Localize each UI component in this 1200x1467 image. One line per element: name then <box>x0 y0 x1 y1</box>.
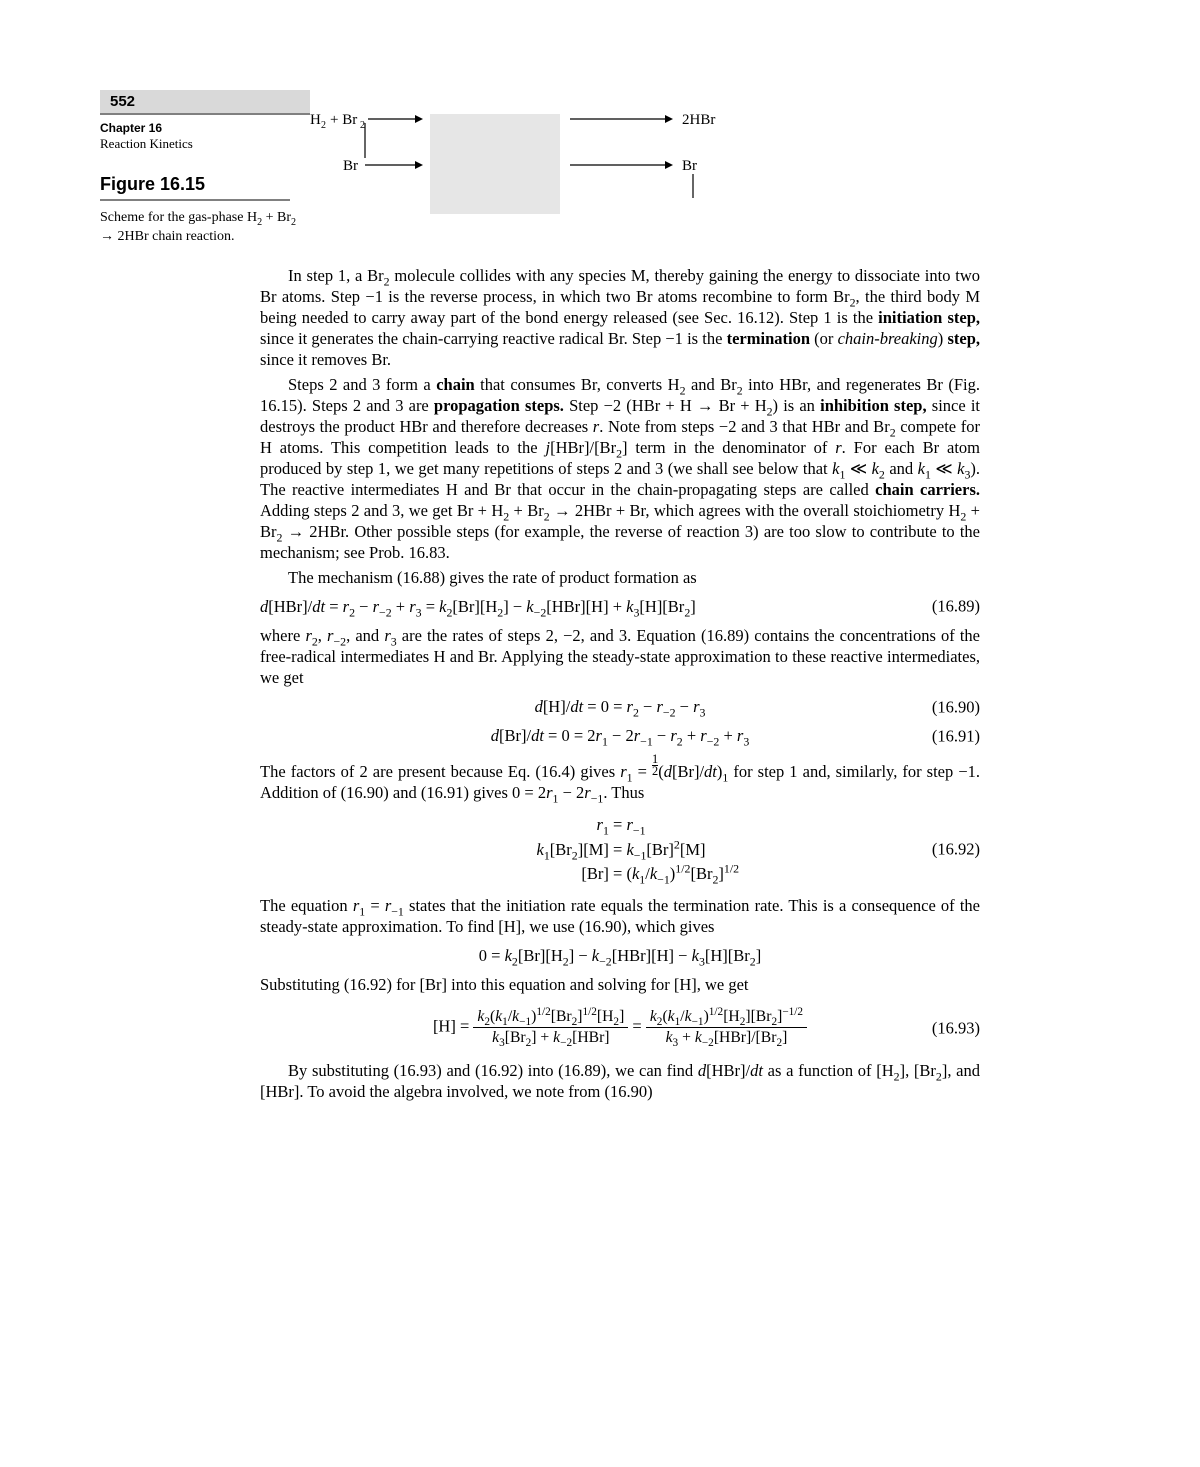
reaction-scheme-diagram: H 2 + Br 2 2HBr Br Br <box>310 108 770 228</box>
page-number: 552 <box>100 90 310 115</box>
chapter-subtitle: Reaction Kinetics <box>100 136 310 152</box>
sidebar: 552 Chapter 16 Reaction Kinetics Figure … <box>100 90 310 247</box>
equation-16-92: r1 = r−1 k1[Br2][M] = k−1[Br]2[M] [Br] =… <box>260 811 980 886</box>
paragraph-4: where r2, r−2, and r3 are the rates of s… <box>260 625 980 688</box>
equation-16-93: [H] = k2(k1/k−1)1/2[Br2]1/2[H2] k3[Br2] … <box>260 1007 980 1048</box>
equation-16-91: d[Br]/dt = 0 = 2r1 − 2r−1 − r2 + r−2 + r… <box>260 725 980 746</box>
svg-text:Br: Br <box>343 158 358 174</box>
svg-text:Br: Br <box>682 158 697 174</box>
page: 552 Chapter 16 Reaction Kinetics Figure … <box>0 0 1200 1467</box>
figure-rule <box>100 199 290 201</box>
body-text: In step 1, a Br2 molecule collides with … <box>260 265 980 1106</box>
figure-title: Figure 16.15 <box>100 174 310 199</box>
svg-text:2HBr: 2HBr <box>682 112 715 128</box>
paragraph-1: In step 1, a Br2 molecule collides with … <box>260 265 980 371</box>
figure-caption: Scheme for the gas-phase H2 + Br2 → 2HBr… <box>100 209 300 247</box>
paragraph-6: The equation r1 = r−1 states that the in… <box>260 895 980 937</box>
paragraph-8: By substituting (16.93) and (16.92) into… <box>260 1060 980 1102</box>
paragraph-3: The mechanism (16.88) gives the rate of … <box>260 567 980 588</box>
equation-16-90: d[H]/dt = 0 = r2 − r−2 − r3 (16.90) <box>260 696 980 717</box>
svg-text:2: 2 <box>321 120 326 131</box>
equation-16-89: d[HBr]/dt = r2 − r−2 + r3 = k2[Br][H2] −… <box>260 596 980 617</box>
chapter-label: Chapter 16 <box>100 121 310 135</box>
svg-text:H: H <box>310 112 321 128</box>
paragraph-5: The factors of 2 are present because Eq.… <box>260 754 980 803</box>
paragraph-7: Substituting (16.92) for [Br] into this … <box>260 974 980 995</box>
equation-zero: 0 = k2[Br][H2] − k−2[HBr][H] − k3[H][Br2… <box>260 945 980 966</box>
svg-text:2: 2 <box>360 120 365 131</box>
svg-text:+ Br: + Br <box>330 112 357 128</box>
paragraph-2: Steps 2 and 3 form a chain that consumes… <box>260 374 980 564</box>
